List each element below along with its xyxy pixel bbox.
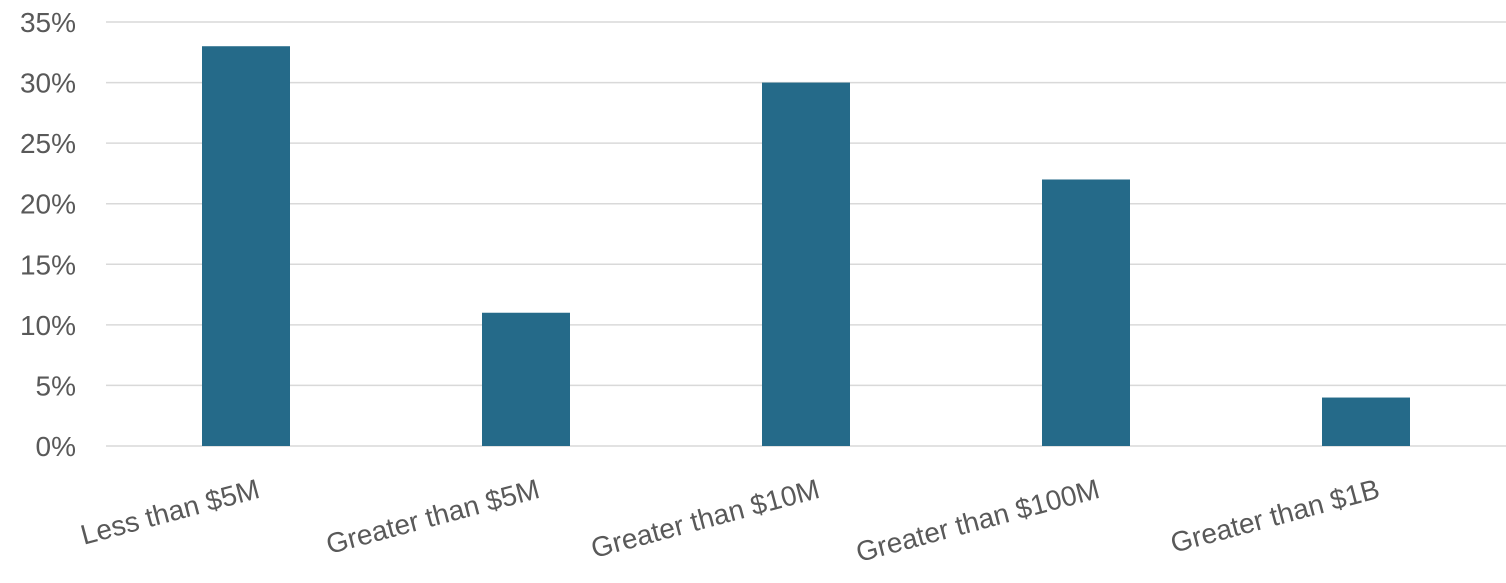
- y-tick-label: 0%: [36, 431, 76, 462]
- x-category-label: Greater than $5M: [323, 473, 543, 560]
- x-category-label: Greater than $100M: [853, 473, 1103, 568]
- y-tick-label: 20%: [20, 189, 76, 220]
- x-axis-categories: Less than $5M Greater than $5M Greater tha…: [77, 473, 1382, 568]
- y-tick-label: 35%: [20, 7, 76, 38]
- bar-0: [202, 46, 290, 446]
- x-category-label: Less than $5M: [77, 473, 262, 550]
- x-category-label: Greater than $1B: [1167, 473, 1383, 559]
- y-tick-label: 30%: [20, 68, 76, 99]
- bar-4: [1322, 397, 1410, 446]
- bar-2: [762, 82, 850, 447]
- y-tick-label: 5%: [36, 370, 76, 401]
- y-tick-label: 10%: [20, 310, 76, 341]
- bar-3: [1042, 179, 1130, 446]
- y-axis-ticks: 0% 5% 10% 15% 20% 25% 30% 35%: [20, 7, 76, 462]
- bar-1: [482, 312, 570, 446]
- y-tick-label: 25%: [20, 128, 76, 159]
- y-tick-label: 15%: [20, 249, 76, 280]
- bars: [202, 46, 1410, 447]
- x-category-label: Greater than $10M: [588, 473, 823, 564]
